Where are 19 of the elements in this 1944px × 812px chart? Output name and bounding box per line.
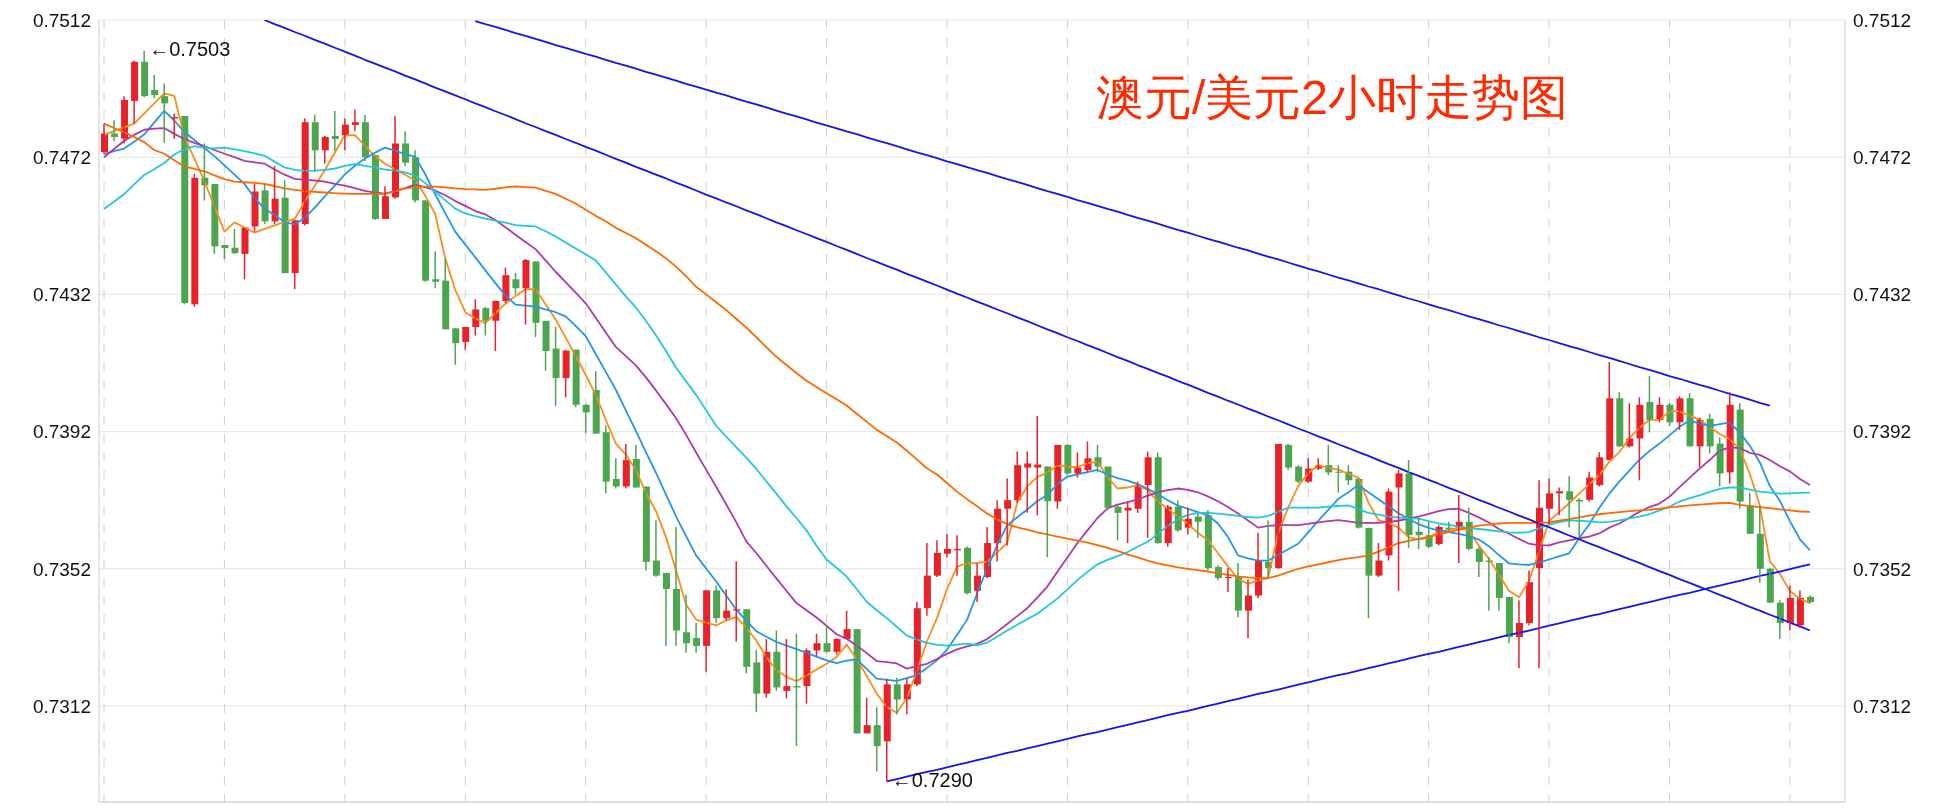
y-tick-label: 0.7472	[32, 146, 91, 168]
y2-tick-label: 0.7512	[1853, 9, 1912, 31]
y2-tick-label: 0.7392	[1853, 421, 1912, 443]
line-series	[103, 122, 1811, 579]
y2-tick-label: 0.7352	[1853, 558, 1912, 580]
y-tick-label: 0.7512	[32, 9, 91, 31]
annotation: ←0.7503	[149, 38, 231, 61]
text: 澳元/美元2小时走势图	[1096, 70, 1569, 126]
y2-tick-label: 0.7432	[1853, 284, 1912, 306]
y2-tick-label: 0.7472	[1853, 146, 1912, 168]
annotation: ←0.7290	[891, 768, 973, 791]
candlestick	[823, 624, 831, 654]
line-series	[474, 20, 1771, 407]
y-tick-label: 0.7432	[32, 284, 91, 306]
y-tick-label: 0.7312	[32, 695, 91, 717]
y-tick-label: 0.7352	[32, 558, 91, 580]
y-tick-label: 0.7392	[32, 421, 91, 443]
candlestick	[733, 560, 741, 643]
y2-tick-label: 0.7312	[1853, 695, 1912, 717]
